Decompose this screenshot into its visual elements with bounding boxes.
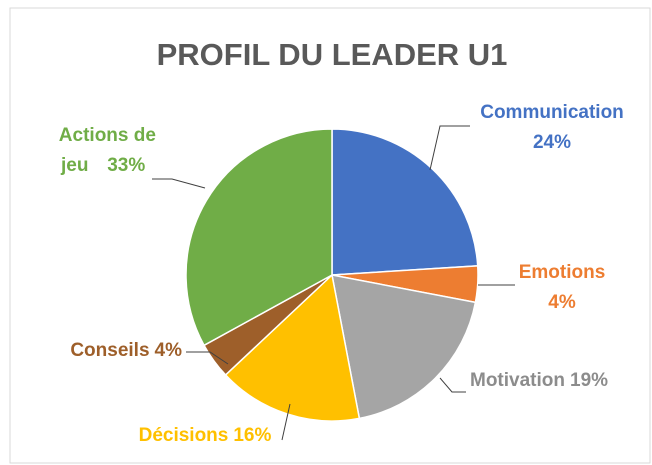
leader-line — [186, 351, 229, 365]
slice-label: Motivation — [470, 370, 565, 391]
pie-slice — [331, 128, 479, 276]
slice-label: Communication — [480, 102, 624, 123]
slice-label: Emotions — [519, 262, 606, 283]
value-label: 19% — [570, 370, 608, 391]
leader-line — [429, 125, 470, 171]
value-label: 24% — [533, 132, 571, 153]
leader-line — [439, 377, 466, 393]
label-line: jeu — [60, 155, 88, 176]
leader-line — [281, 403, 291, 441]
value-label: 4% — [155, 340, 183, 361]
pie-slice — [185, 128, 333, 347]
pie-slice — [331, 274, 477, 420]
leader-line — [152, 178, 206, 189]
chart-title: PROFIL DU LEADER U1 — [157, 37, 508, 72]
label-line: Actions de — [59, 125, 161, 146]
pie-slice — [224, 273, 361, 422]
slice-label: Conseils — [70, 340, 149, 361]
value-label: 4% — [548, 292, 576, 313]
slice-label: Actions de jeu — [59, 125, 161, 176]
slice-label: Décisions — [139, 425, 229, 446]
value-label: 33% — [107, 155, 145, 176]
value-label: 16% — [233, 425, 271, 446]
